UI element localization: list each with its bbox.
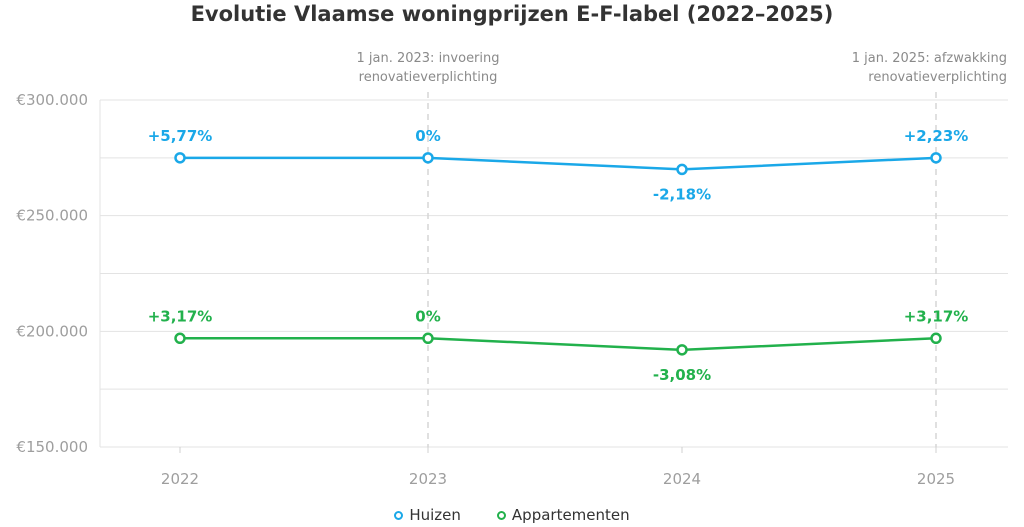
data-label: -2,18%: [653, 185, 711, 203]
data-point: [174, 152, 186, 164]
data-label: -3,08%: [653, 366, 711, 384]
legend-marker-icon: [394, 510, 404, 520]
annotation-label: renovatieverplichting: [359, 70, 498, 85]
y-axis: €150.000 €200.000 €250.000 €300.000: [16, 91, 88, 456]
y-tick-label: €250.000: [16, 207, 88, 225]
annotation-label: renovatieverplichting: [868, 70, 1007, 85]
data-point: [676, 163, 688, 176]
series-appartementen: +3,17% 0% -3,08% +3,17%: [148, 307, 969, 384]
data-point: [676, 344, 688, 356]
y-tick-label: €150.000: [16, 438, 88, 456]
annotation-label: 1 jan. 2025: afzwakking: [852, 51, 1007, 66]
legend-marker-icon: [496, 510, 506, 520]
x-tick-label: 2023: [409, 470, 447, 488]
y-tick-label: €300.000: [16, 91, 88, 109]
data-label: 0%: [415, 127, 440, 145]
data-label: +3,17%: [148, 307, 213, 325]
data-label: +3,17%: [904, 307, 969, 325]
annotation-label: 1 jan. 2023: invoering: [356, 51, 499, 66]
data-point: [930, 332, 942, 345]
data-label: +5,77%: [148, 127, 213, 145]
line-chart: 1 jan. 2023: invoering renovatieverplicht…: [16, 51, 1008, 488]
legend-item-appartementen[interactable]: Appartementen: [496, 506, 630, 524]
data-label: +2,23%: [904, 127, 969, 145]
chart-title: Evolutie Vlaamse woningprijzen E-F-label…: [190, 2, 834, 26]
legend-label: Appartementen: [511, 506, 630, 524]
legend: Huizen Appartementen: [0, 506, 1024, 524]
legend-item-huizen[interactable]: Huizen: [394, 506, 461, 524]
x-tick-label: 2024: [663, 470, 701, 488]
series-line: [180, 337, 937, 352]
data-point: [422, 152, 434, 164]
grid-lines: [99, 99, 1008, 448]
x-tick-label: 2022: [161, 470, 199, 488]
series-huizen: +5,77% 0% -2,18% +2,23%: [148, 127, 969, 204]
data-label: 0%: [415, 307, 440, 325]
x-axis: 2022 2023 2024 2025: [161, 447, 955, 488]
y-tick-label: €200.000: [16, 322, 88, 340]
x-tick-label: 2025: [917, 470, 955, 488]
data-point: [422, 332, 434, 345]
data-point: [174, 332, 186, 345]
series-group: +5,77% 0% -2,18% +2,23% +3,17% 0% -3,08% +3,17%: [148, 127, 969, 384]
series-line: [180, 156, 937, 171]
annotation-lines: 1 jan. 2023: invoering renovatieverplicht…: [356, 51, 1007, 447]
legend-label: Huizen: [409, 506, 461, 524]
data-point: [930, 152, 942, 164]
